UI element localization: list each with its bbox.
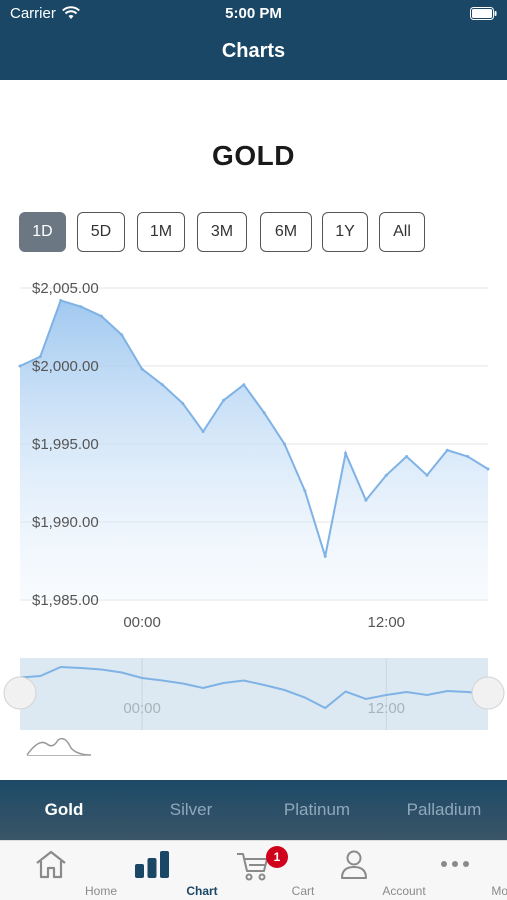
- price-point: [18, 364, 22, 368]
- range-button-6m[interactable]: 6M: [260, 212, 312, 252]
- range-button-3m[interactable]: 3M: [197, 212, 247, 252]
- wifi-icon: [62, 6, 80, 19]
- metal-tab-platinum[interactable]: Platinum: [283, 800, 351, 819]
- tab-more[interactable]: More: [404, 841, 507, 900]
- y-tick-label: $1,995.00: [32, 436, 99, 453]
- price-area: [20, 300, 488, 600]
- price-point: [99, 314, 103, 318]
- price-point: [344, 451, 348, 455]
- tab-home-label: Home: [84, 884, 117, 898]
- x-tick-label: 12:00: [367, 614, 405, 631]
- price-point: [405, 454, 409, 458]
- cart-badge: 1: [266, 846, 288, 868]
- x-tick-label: 00:00: [123, 614, 161, 631]
- range-button-1m[interactable]: 1M: [137, 212, 185, 252]
- tab-home[interactable]: Home: [0, 841, 117, 900]
- y-tick-label: $2,000.00: [32, 358, 99, 375]
- navigator-tick-label: 12:00: [367, 700, 405, 717]
- navigator-right-handle[interactable]: [471, 676, 505, 710]
- price-point: [221, 398, 225, 402]
- navigator-line: [19, 665, 489, 710]
- navigator-tick-label: 00:00: [123, 700, 161, 717]
- tab-cart[interactable]: 1 Cart: [202, 841, 314, 900]
- ellipsis-icon: [440, 861, 469, 867]
- price-point: [466, 454, 470, 458]
- price-point: [323, 554, 327, 558]
- carrier-label: Carrier: [10, 5, 56, 22]
- metal-tab-palladium[interactable]: Palladium: [406, 800, 482, 819]
- price-point: [59, 298, 63, 302]
- bottom-tab-bar: Home Chart 1 Cart Account More: [0, 840, 507, 900]
- price-point: [242, 383, 246, 387]
- navigator-left-handle[interactable]: [3, 676, 37, 710]
- y-tick-label: $2,005.00: [32, 280, 99, 297]
- y-tick-label: $1,990.00: [32, 514, 99, 531]
- tab-account[interactable]: Account: [303, 841, 426, 900]
- chart-type-icon[interactable]: [25, 735, 93, 757]
- home-icon: [35, 850, 66, 879]
- page-title: Charts: [221, 40, 286, 62]
- range-navigator[interactable]: 00:00 12:00: [0, 655, 507, 735]
- tab-chart-label: Chart: [186, 884, 218, 898]
- price-point: [262, 411, 266, 415]
- tab-more-label: More: [491, 884, 507, 898]
- price-point: [79, 305, 83, 309]
- price-point: [160, 383, 164, 387]
- price-point: [140, 367, 144, 371]
- tab-chart[interactable]: Chart: [101, 841, 218, 900]
- price-point: [181, 401, 185, 405]
- range-button-1y[interactable]: 1Y: [322, 212, 368, 252]
- range-button-5d[interactable]: 5D: [77, 212, 125, 252]
- metal-tab-gold[interactable]: Gold: [44, 800, 84, 819]
- bar-chart-icon: [134, 851, 169, 878]
- metal-tab-silver[interactable]: Silver: [169, 800, 213, 819]
- price-chart[interactable]: $2,005.00 $2,000.00 $1,995.00 $1,990.00 $1,9…: [0, 270, 507, 640]
- metal-tab-bar: Gold Silver Platinum Palladium: [0, 780, 507, 840]
- top-bar: Carrier 5:00 PM Charts: [0, 0, 507, 80]
- y-tick-label: $1,985.00: [32, 592, 99, 609]
- price-point: [303, 489, 307, 493]
- price-point: [445, 448, 449, 452]
- battery-icon: [470, 7, 497, 20]
- status-bar: Carrier 5:00 PM: [0, 4, 507, 24]
- price-point: [283, 442, 287, 446]
- tab-cart-label: Cart: [291, 884, 315, 898]
- person-icon: [340, 850, 367, 879]
- tab-account-label: Account: [382, 884, 426, 898]
- asset-title: GOLD: [212, 140, 295, 171]
- price-point: [486, 467, 490, 471]
- price-point: [201, 430, 205, 434]
- price-point: [120, 333, 124, 337]
- price-line: [19, 299, 489, 557]
- range-button-1d[interactable]: 1D: [19, 212, 66, 252]
- price-point: [364, 498, 368, 502]
- price-point: [384, 473, 388, 477]
- range-button-all[interactable]: All: [379, 212, 425, 252]
- status-time: 5:00 PM: [225, 5, 282, 22]
- price-point: [425, 473, 429, 477]
- cart-icon: [236, 853, 268, 881]
- price-point: [38, 355, 42, 359]
